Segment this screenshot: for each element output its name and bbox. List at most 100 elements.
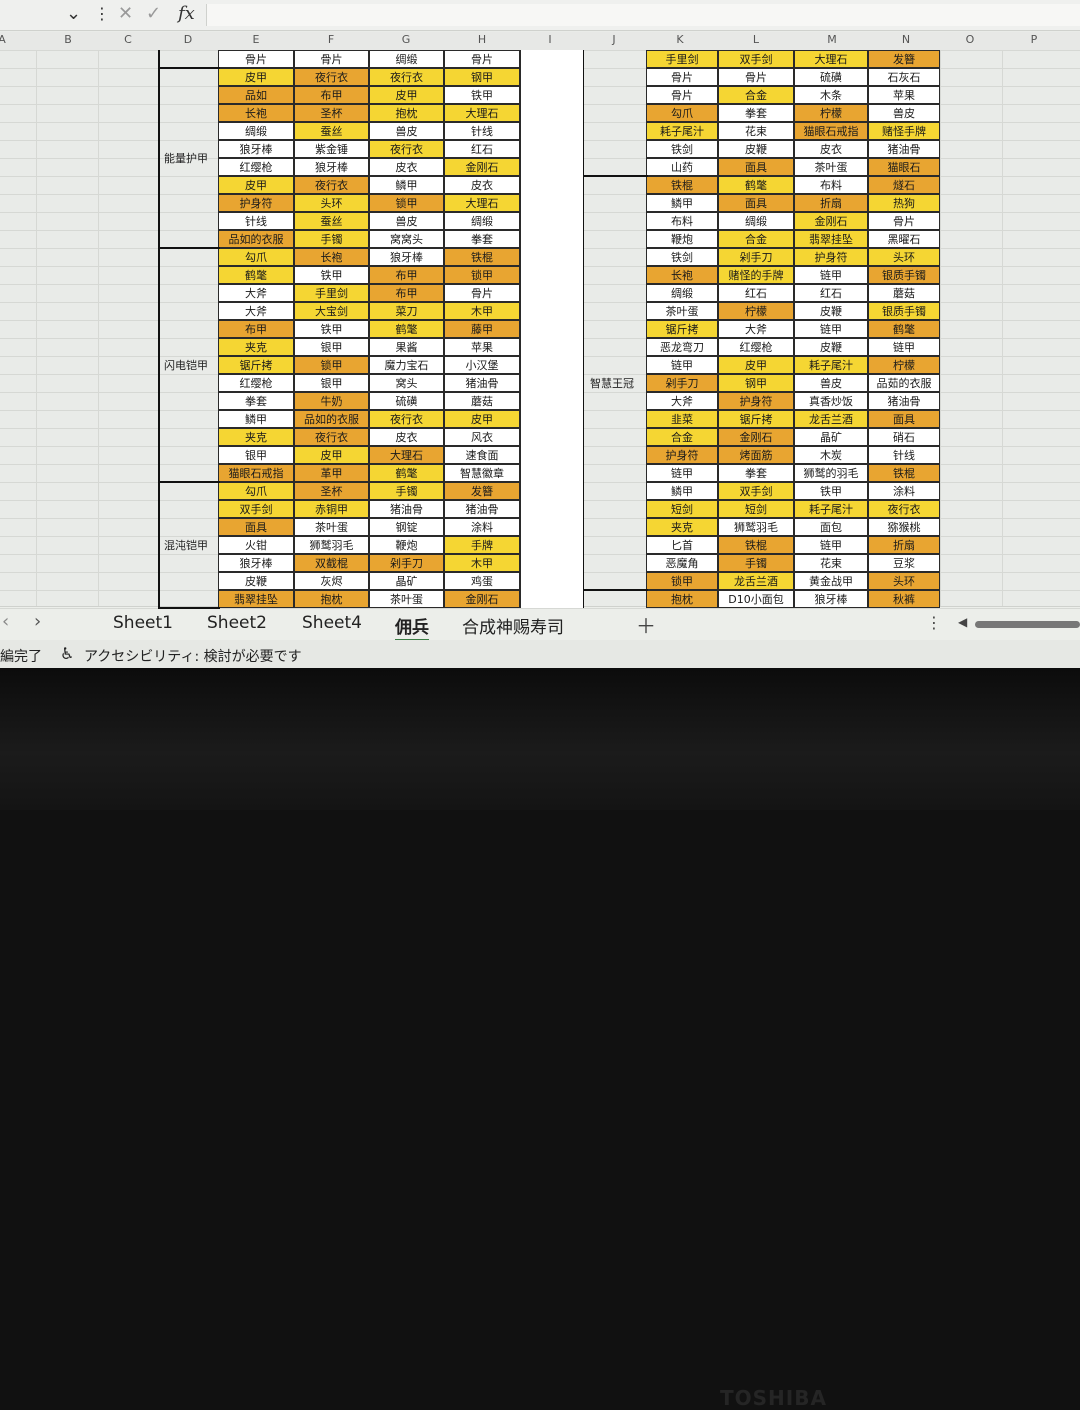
table-cell[interactable]: 双手剑 xyxy=(218,500,294,518)
table-cell[interactable]: 狮鹫的羽毛 xyxy=(794,464,868,482)
table-cell[interactable]: 皮鞭 xyxy=(794,338,868,356)
table-cell[interactable]: 木甲 xyxy=(444,302,520,320)
table-cell[interactable]: 链甲 xyxy=(646,464,718,482)
table-cell[interactable]: 大斧 xyxy=(718,320,794,338)
column-header-e[interactable]: E xyxy=(252,33,260,46)
table-cell[interactable]: 鳞甲 xyxy=(218,410,294,428)
table-cell[interactable]: 鹤氅 xyxy=(369,320,444,338)
table-cell[interactable]: 面具 xyxy=(718,194,794,212)
table-cell[interactable]: 链甲 xyxy=(646,356,718,374)
accessibility-status[interactable]: アクセシビリティ: 検討が必要です xyxy=(84,649,302,665)
table-cell[interactable]: 鹤氅 xyxy=(718,176,794,194)
table-cell[interactable]: 狼牙棒 xyxy=(218,140,294,158)
table-cell[interactable]: 恶魔角 xyxy=(646,554,718,572)
table-cell[interactable]: 皮衣 xyxy=(444,176,520,194)
table-cell[interactable]: 品茹的衣服 xyxy=(868,374,940,392)
column-header-f[interactable]: F xyxy=(327,33,335,46)
table-cell[interactable]: 短剑 xyxy=(718,500,794,518)
column-header-n[interactable]: N xyxy=(901,33,911,46)
table-cell[interactable]: 硫磺 xyxy=(794,68,868,86)
table-cell[interactable]: 抱枕 xyxy=(294,590,369,608)
column-header-g[interactable]: G xyxy=(401,33,411,46)
table-cell[interactable]: 狼牙棒 xyxy=(369,248,444,266)
table-cell[interactable]: 银质手镯 xyxy=(868,302,940,320)
table-cell[interactable]: 拳套 xyxy=(444,230,520,248)
table-cell[interactable]: 夜行衣 xyxy=(294,68,369,86)
table-cell[interactable]: 猪油骨 xyxy=(444,374,520,392)
table-cell[interactable]: 抱枕 xyxy=(646,590,718,608)
table-cell[interactable]: 赌怪的手牌 xyxy=(718,266,794,284)
table-cell[interactable]: 猪油骨 xyxy=(868,140,940,158)
table-cell[interactable]: 苹果 xyxy=(868,86,940,104)
table-cell[interactable]: 铁剑 xyxy=(646,248,718,266)
table-cell[interactable]: 龙舌兰酒 xyxy=(794,410,868,428)
table-cell[interactable]: 红石 xyxy=(794,284,868,302)
table-cell[interactable]: 猫眼石戒指 xyxy=(794,122,868,140)
table-cell[interactable]: 锁甲 xyxy=(294,356,369,374)
tab-mercenary[interactable]: 佣兵 xyxy=(395,613,429,642)
check-icon[interactable]: ✓ xyxy=(146,3,162,24)
formula-input[interactable] xyxy=(206,4,1080,26)
table-cell[interactable]: 耗子尾汁 xyxy=(794,500,868,518)
table-cell[interactable]: 骨片 xyxy=(294,50,369,68)
table-cell[interactable]: 银质手镯 xyxy=(868,266,940,284)
table-cell[interactable]: 蘑菇 xyxy=(868,284,940,302)
table-cell[interactable]: 魔力宝石 xyxy=(369,356,444,374)
table-cell[interactable]: 铁甲 xyxy=(794,482,868,500)
table-cell[interactable]: 晶矿 xyxy=(369,572,444,590)
chevron-left-icon[interactable]: ‹ xyxy=(2,611,10,632)
table-cell[interactable]: 勾爪 xyxy=(218,482,294,500)
table-cell[interactable]: 皮甲 xyxy=(369,86,444,104)
table-cell[interactable]: 头环 xyxy=(868,248,940,266)
chevron-right-icon[interactable]: › xyxy=(34,611,42,632)
table-cell[interactable]: 韭菜 xyxy=(646,410,718,428)
table-cell[interactable]: 红缨枪 xyxy=(218,374,294,392)
table-cell[interactable]: 折扇 xyxy=(794,194,868,212)
table-cell[interactable]: 品如的衣服 xyxy=(294,410,369,428)
table-cell[interactable]: 大理石 xyxy=(444,194,520,212)
table-cell[interactable]: 黄金战甲 xyxy=(794,572,868,590)
table-cell[interactable]: 果酱 xyxy=(369,338,444,356)
table-cell[interactable]: 骨片 xyxy=(718,68,794,86)
table-cell[interactable]: 皮甲 xyxy=(218,68,294,86)
table-cell[interactable]: 铁甲 xyxy=(444,86,520,104)
table-cell[interactable]: 赤铜甲 xyxy=(294,500,369,518)
table-cell[interactable]: 针线 xyxy=(868,446,940,464)
table-cell[interactable]: 锁甲 xyxy=(646,572,718,590)
table-cell[interactable]: 骨片 xyxy=(646,86,718,104)
table-cell[interactable]: 匕首 xyxy=(646,536,718,554)
table-cell[interactable]: 银甲 xyxy=(218,446,294,464)
table-cell[interactable]: 豆浆 xyxy=(868,554,940,572)
table-cell[interactable]: 龙舌兰酒 xyxy=(718,572,794,590)
table-cell[interactable]: 秋裤 xyxy=(868,590,940,608)
table-cell[interactable]: 大斧 xyxy=(218,284,294,302)
table-cell[interactable]: 烤面筋 xyxy=(718,446,794,464)
table-cell[interactable]: 骨片 xyxy=(646,68,718,86)
table-cell[interactable]: 皮衣 xyxy=(369,428,444,446)
table-cell[interactable]: 狮鹫羽毛 xyxy=(294,536,369,554)
table-cell[interactable]: 红石 xyxy=(444,140,520,158)
table-cell[interactable]: 苹果 xyxy=(444,338,520,356)
table-cell[interactable]: 护身符 xyxy=(794,248,868,266)
table-cell[interactable]: 布甲 xyxy=(369,266,444,284)
table-cell[interactable]: 夜行衣 xyxy=(294,176,369,194)
table-cell[interactable]: 柠檬 xyxy=(868,356,940,374)
table-cell[interactable]: 长袍 xyxy=(294,248,369,266)
table-cell[interactable]: 布料 xyxy=(794,176,868,194)
table-cell[interactable]: 涂料 xyxy=(868,482,940,500)
table-cell[interactable]: 皮甲 xyxy=(718,356,794,374)
table-cell[interactable]: 火钳 xyxy=(218,536,294,554)
table-cell[interactable]: 铁棍 xyxy=(444,248,520,266)
table-cell[interactable]: 夹克 xyxy=(218,338,294,356)
accessibility-icon[interactable]: ♿ xyxy=(60,644,75,663)
table-cell[interactable]: 鸡蛋 xyxy=(444,572,520,590)
table-cell[interactable]: 耗子尾汁 xyxy=(794,356,868,374)
table-cell[interactable]: 长袍 xyxy=(646,266,718,284)
table-cell[interactable]: 手镯 xyxy=(369,482,444,500)
table-cell[interactable]: 面包 xyxy=(794,518,868,536)
table-cell[interactable]: 硫磺 xyxy=(369,392,444,410)
table-cell[interactable]: 绸缎 xyxy=(718,212,794,230)
table-cell[interactable]: 合金 xyxy=(718,86,794,104)
table-cell[interactable]: 护身符 xyxy=(218,194,294,212)
table-cell[interactable]: 速食面 xyxy=(444,446,520,464)
